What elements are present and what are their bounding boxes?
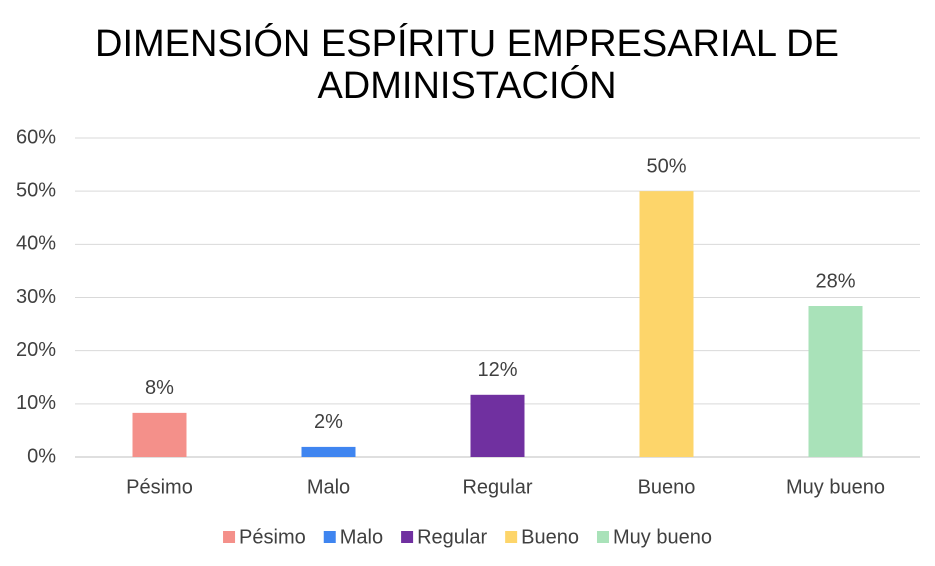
y-tick-label: 50% [16,179,56,201]
data-label: 12% [477,359,517,381]
legend-label: Malo [340,526,383,548]
bar [301,446,356,457]
y-tick-label: 10% [16,392,56,414]
x-tick-label: Pésimo [126,476,193,498]
legend-label: Regular [417,526,487,548]
legend-swatch [401,531,414,543]
legend-swatch [596,531,609,543]
chart-title: ADMINISTACIÓN [317,64,616,107]
y-tick-label: 40% [16,233,56,255]
legend-label: Pésimo [239,526,306,548]
legend-label: Muy bueno [613,526,712,548]
data-label: 28% [815,270,855,292]
bar [132,412,187,457]
bar [470,394,525,457]
legend-label: Bueno [521,526,579,548]
x-tick-label: Bueno [638,476,696,498]
y-tick-label: 20% [16,339,56,361]
x-tick-label: Malo [307,476,350,498]
x-tick-label: Muy bueno [786,476,885,498]
data-label: 8% [145,377,174,399]
data-label: 50% [646,155,686,177]
bar [808,306,863,457]
data-label: 2% [314,411,343,433]
x-tick-label: Regular [462,476,532,498]
bar [639,191,694,457]
legend-swatch [223,531,236,543]
y-tick-label: 60% [16,126,56,148]
chart-title: DIMENSIÓN ESPÍRITU EMPRESARIAL DE [95,22,839,65]
legend-swatch [505,531,518,543]
y-tick-label: 30% [16,286,56,308]
y-tick-label: 0% [27,445,56,467]
legend-swatch [323,531,336,543]
